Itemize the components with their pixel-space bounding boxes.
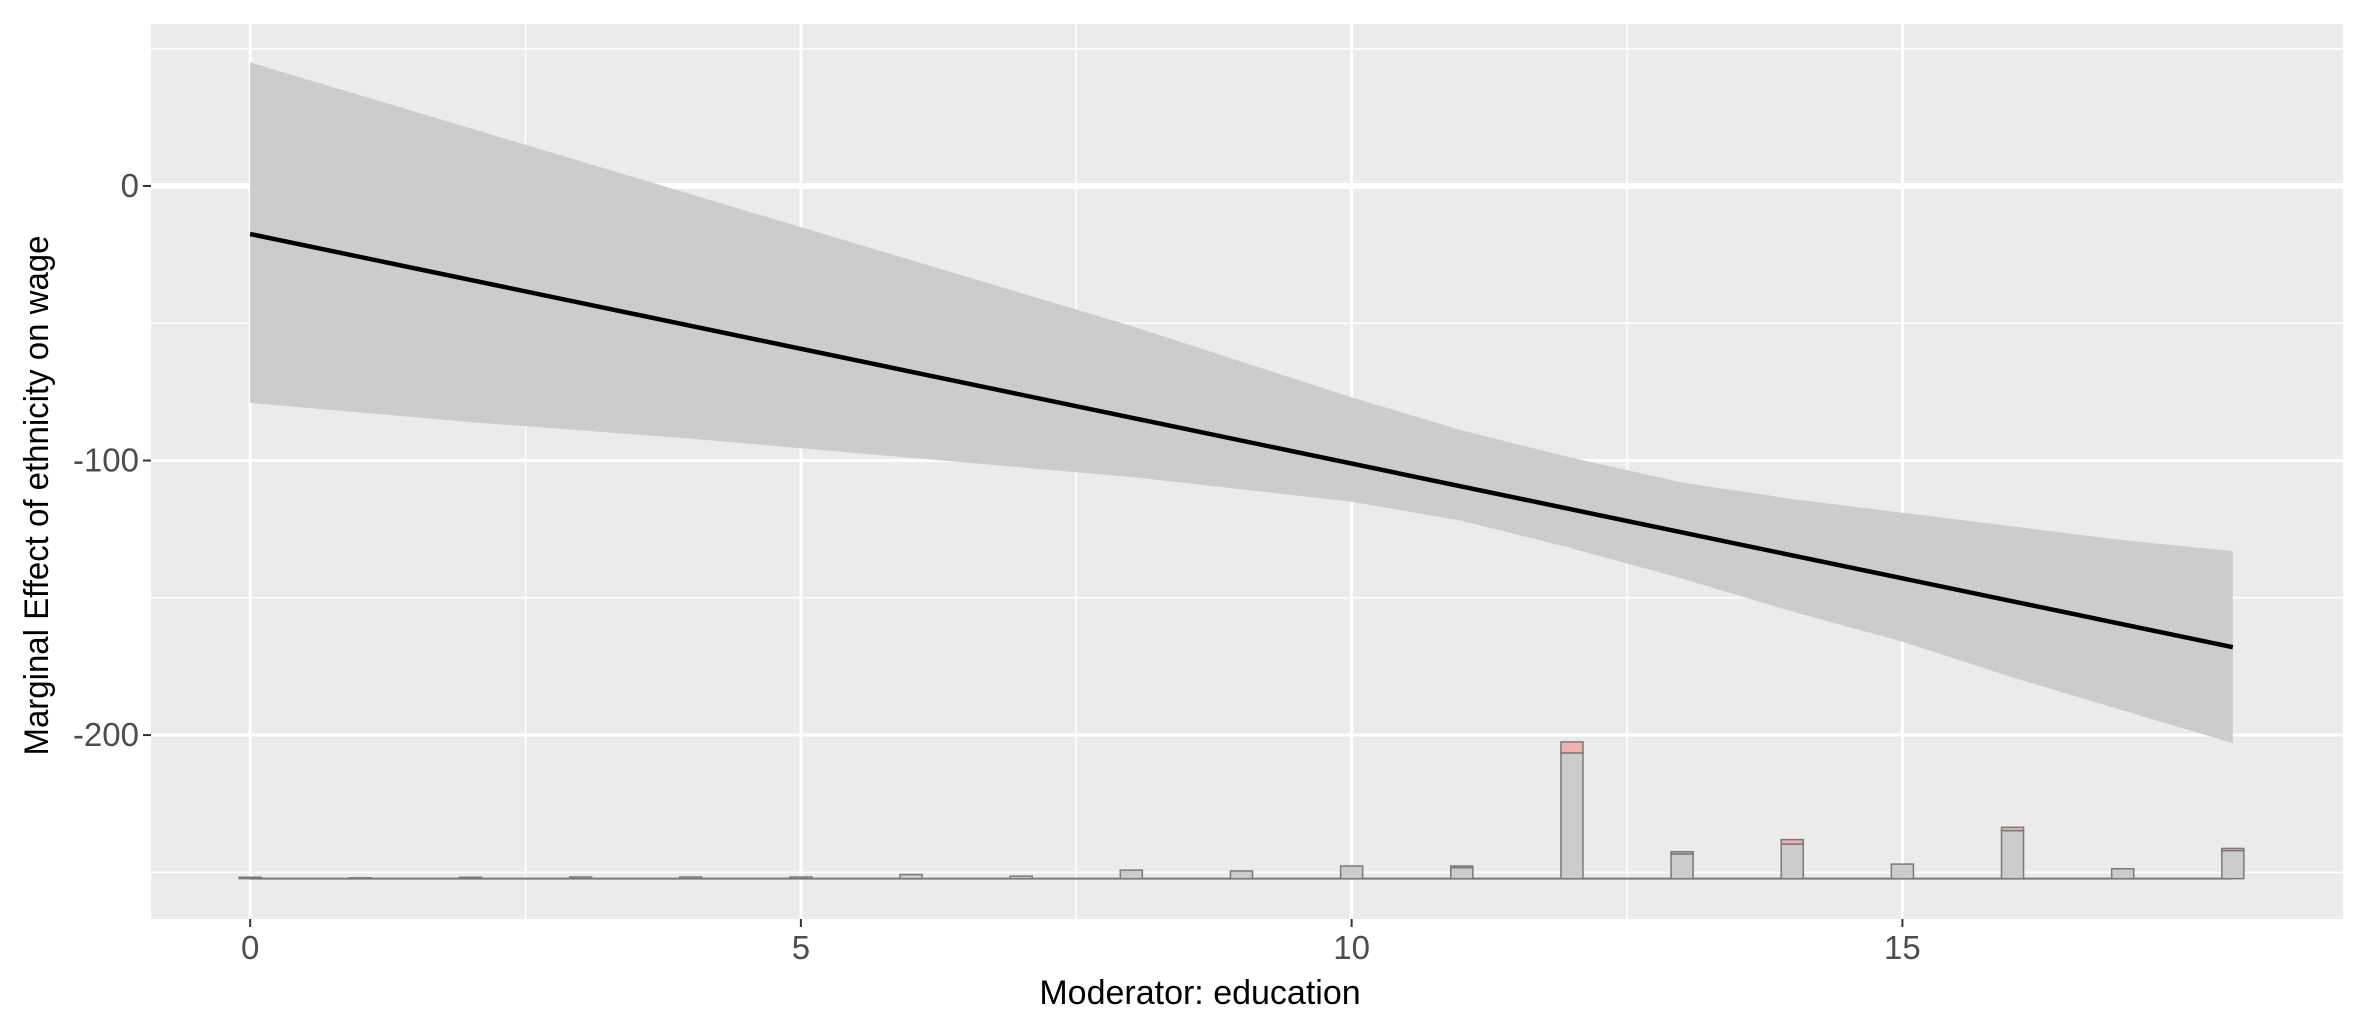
histogram-bar	[1670, 853, 1694, 880]
y-tick-label: 0	[121, 167, 139, 204]
x-tick-label: 0	[241, 929, 259, 966]
histogram-bar-highlight	[2221, 847, 2245, 852]
marginal-effect-line	[249, 231, 2234, 650]
y-tick-label: -200	[73, 716, 139, 753]
y-axis: 0 -100 -200	[73, 167, 151, 753]
histogram-bar	[2221, 849, 2245, 880]
histogram-bar	[2110, 868, 2135, 880]
histogram-bar	[1780, 843, 1805, 880]
histogram-bar	[348, 877, 373, 880]
histogram-bar	[238, 876, 262, 880]
histogram-bar	[1560, 752, 1584, 880]
x-tick-label: 10	[1333, 929, 1370, 966]
histogram-bar	[678, 876, 703, 880]
y-tick-label: -100	[73, 442, 139, 479]
histogram-bar-highlight	[1780, 838, 1805, 845]
histogram-bar	[1450, 866, 1474, 880]
y-axis-title: Marginal Effect of ethnicity on wage	[18, 236, 56, 756]
x-axis: 0 5 10 15	[241, 919, 1921, 966]
histogram-bar-highlight	[1670, 850, 1694, 855]
histogram-bar-highlight	[2000, 826, 2025, 832]
histogram-bar	[1009, 875, 1033, 880]
histogram-bar-highlight	[1450, 865, 1474, 869]
confidence-band	[250, 62, 2233, 744]
histogram-bar	[1339, 865, 1364, 880]
histogram-bar	[789, 876, 813, 880]
histogram-bar	[1890, 863, 1915, 880]
histogram-bar	[899, 873, 923, 880]
histogram-bar	[1229, 870, 1254, 880]
histogram-bar	[2000, 829, 2025, 880]
x-tick-label: 15	[1884, 929, 1921, 966]
histogram-bar	[1119, 869, 1144, 880]
histogram	[238, 741, 2245, 880]
histogram-bar	[458, 876, 483, 880]
x-axis-title: Moderator: education	[1039, 974, 1360, 1012]
x-tick-label: 5	[792, 929, 810, 966]
histogram-bar-highlight	[1560, 741, 1584, 754]
histogram-bar	[568, 876, 593, 880]
